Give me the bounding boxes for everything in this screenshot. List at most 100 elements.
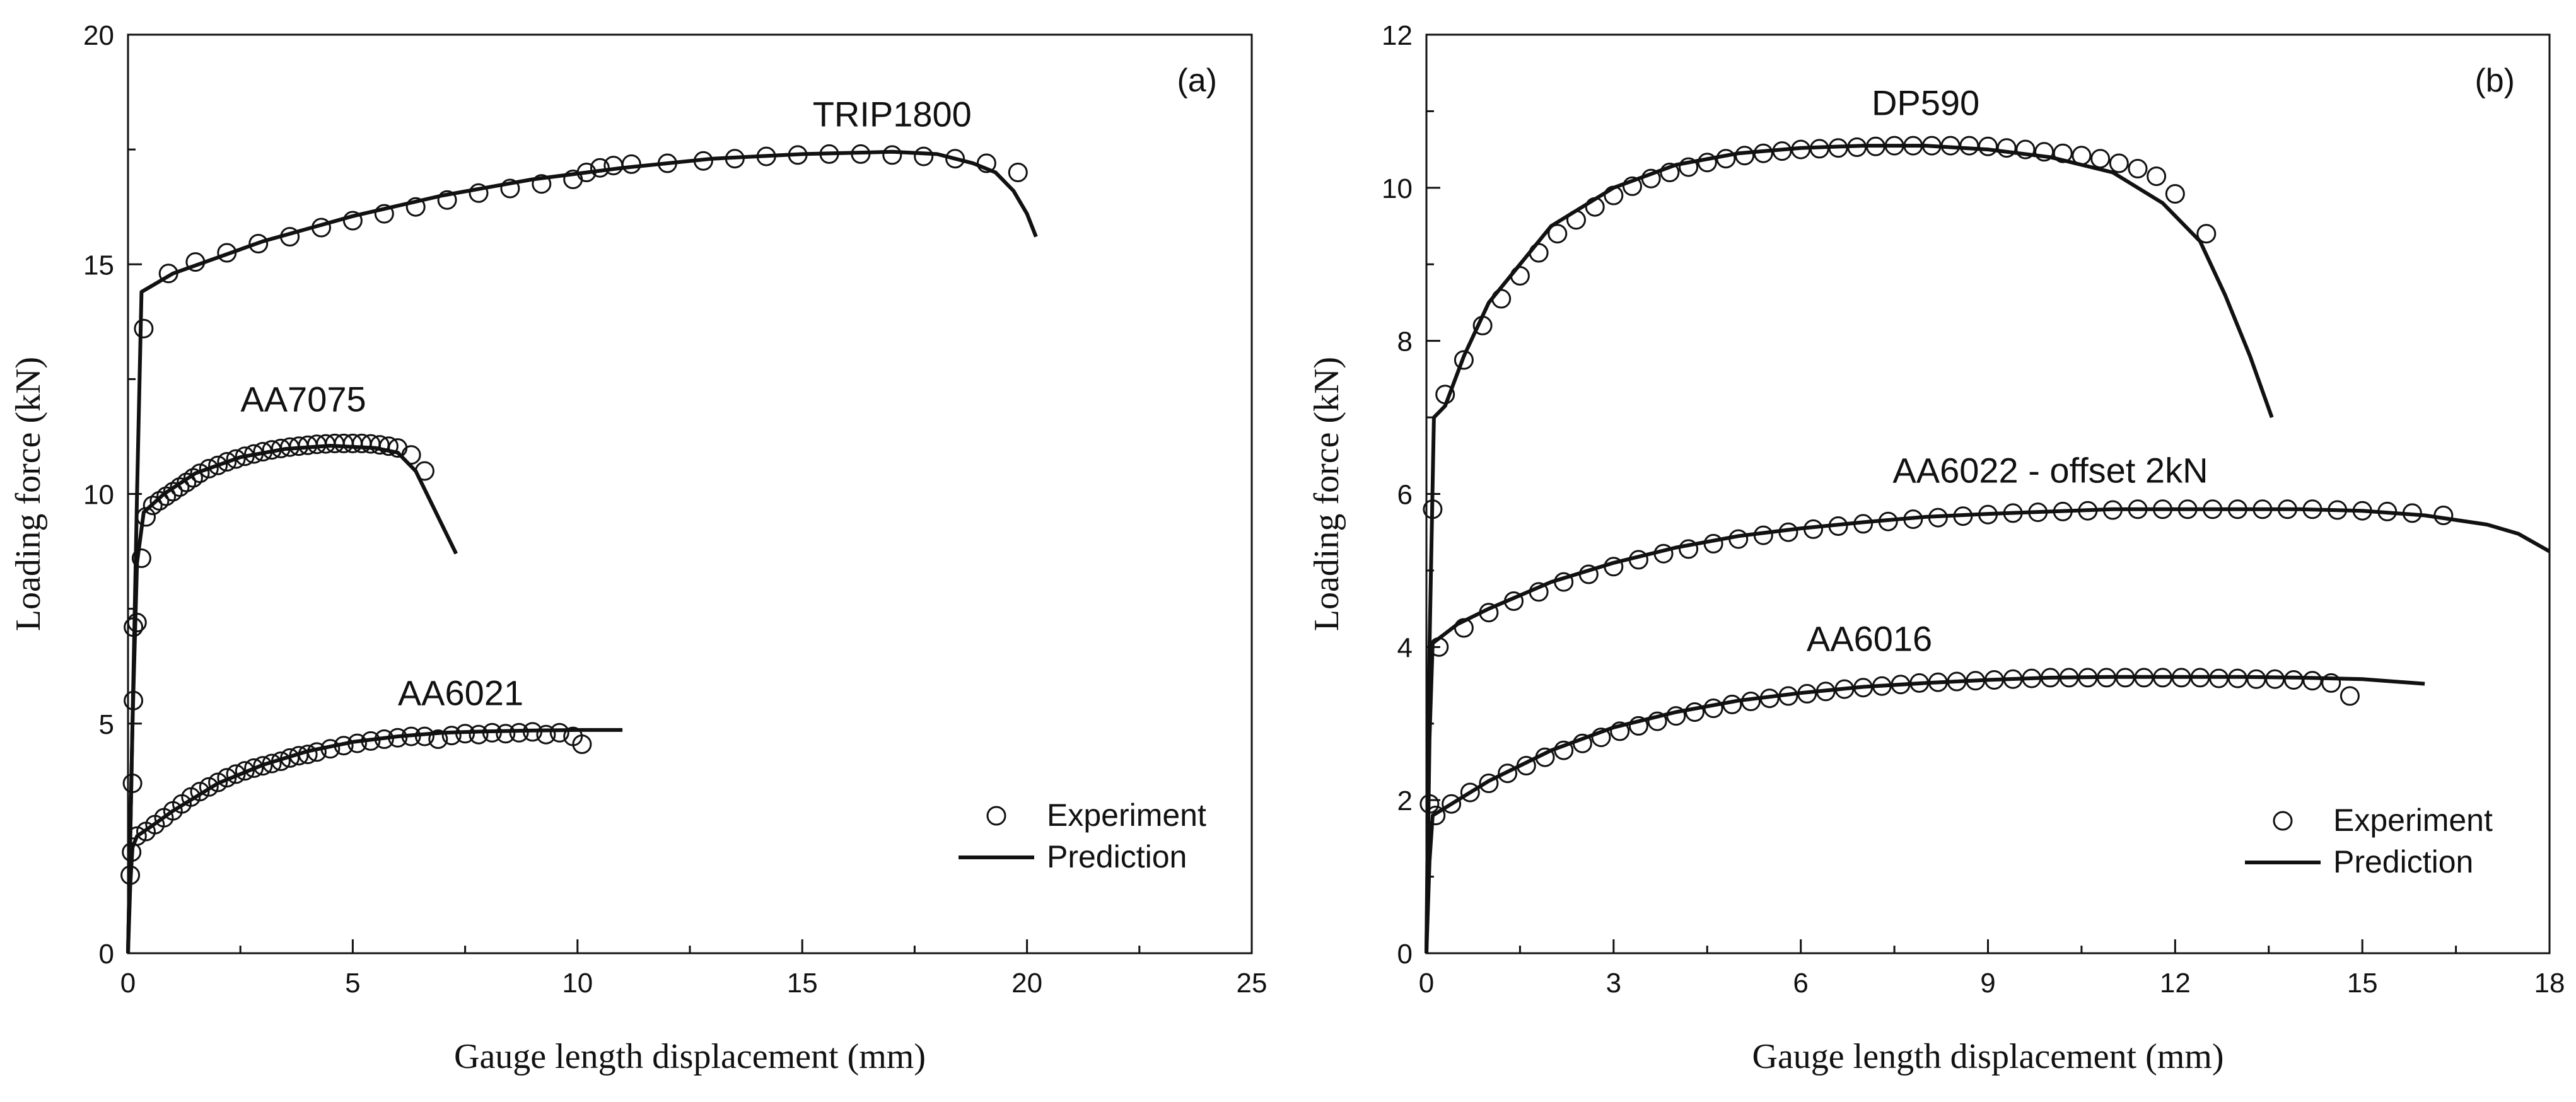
experiment-point (469, 724, 489, 745)
experiment-point (388, 728, 408, 748)
experiment-point (2134, 668, 2154, 688)
experiment-point (1610, 721, 1630, 741)
experiment-point (819, 144, 839, 164)
experiment-point (1472, 315, 1493, 335)
y-tick-label: 0 (1397, 939, 1413, 970)
prediction-line (1425, 144, 2274, 954)
experiment-point (2209, 668, 2229, 688)
experiment-point (2022, 668, 2042, 688)
experiment-point (1423, 499, 1443, 519)
experiment-point (280, 227, 300, 246)
y-axis-title: Loading force (kN) (9, 357, 48, 631)
experiment-point (2377, 501, 2398, 521)
experiment-point (1578, 564, 1599, 584)
experiment-point (1426, 806, 1446, 825)
experiment-point (2328, 500, 2348, 520)
experiment-point (1928, 508, 1948, 528)
experiment-point (1679, 157, 1699, 177)
y-tick-label: 5 (99, 709, 114, 740)
experiment-point (226, 764, 246, 784)
experiment-point (122, 774, 143, 793)
y-tick-label: 15 (83, 250, 114, 281)
experiment-point (2340, 686, 2360, 706)
panel-label: (b) (2474, 62, 2515, 99)
experiment-point (1504, 591, 1524, 611)
experiment-point (1647, 711, 1667, 731)
experiment-point (185, 252, 206, 272)
experiment-point (342, 211, 363, 231)
experiment-point (1547, 224, 1568, 244)
x-tick-label: 10 (562, 968, 593, 999)
experiment-point (851, 144, 871, 164)
experiment-point (2352, 501, 2372, 521)
series-aa7075: AA7075 (124, 379, 458, 954)
experiment-point (1429, 637, 1449, 657)
experiment-point (2034, 142, 2054, 162)
experiment-point (1735, 146, 1755, 166)
experiment-point (2040, 668, 2060, 688)
series-aa6016: AA6016 (1419, 618, 2425, 954)
experiment-point (455, 724, 475, 744)
experiment-point (226, 449, 246, 469)
x-tick-label: 0 (120, 968, 136, 999)
series-label: TRIP1800 (813, 95, 972, 134)
experiment-point (914, 146, 934, 166)
experiment-point (2203, 499, 2223, 519)
experiment-point (2153, 499, 2172, 519)
experiment-point (127, 826, 147, 846)
x-tick-label: 12 (2160, 968, 2191, 999)
prediction-line (1425, 507, 2551, 954)
experiment-point (1535, 747, 1555, 767)
experiment-point (1791, 139, 1811, 160)
experiment-point (2246, 669, 2266, 689)
experiment-point (500, 178, 520, 199)
experiment-point (1828, 516, 1848, 536)
experiment-point (2302, 499, 2322, 519)
experiment-point (2321, 673, 2341, 693)
y-tick-label: 20 (83, 20, 114, 51)
experiment-point (2177, 499, 2198, 519)
experiment-point (1716, 149, 1736, 169)
prediction-line (126, 728, 623, 954)
experiment-point (576, 163, 597, 182)
experiment-point (1529, 582, 1549, 602)
experiment-point (1479, 603, 1499, 623)
experiment-point (2165, 184, 2185, 204)
experiment-point (441, 726, 462, 746)
experiment-point (1853, 514, 1874, 534)
experiment-point (621, 154, 641, 174)
experiment-point (248, 234, 269, 253)
experiment-point (158, 264, 178, 284)
experiment-point (312, 218, 331, 238)
experiment-point (2128, 499, 2148, 519)
experiment-point (536, 724, 556, 745)
experiment-point (1666, 706, 1686, 726)
experiment-point (190, 463, 210, 484)
experiment-point (1566, 210, 1586, 230)
y-tick-label: 0 (99, 939, 114, 970)
x-tick-label: 25 (1237, 968, 1268, 999)
experiment-point (2283, 670, 2304, 690)
experiment-point (124, 690, 144, 710)
experiment-point (725, 149, 745, 169)
series-label: AA7075 (240, 379, 366, 419)
experiment-point (217, 452, 237, 472)
x-tick-label: 5 (345, 968, 360, 999)
experiment-point (1984, 670, 2004, 690)
experiment-point (1940, 136, 1961, 156)
experiment-point (590, 158, 610, 178)
experiment-point (1641, 168, 1661, 188)
experiment-point (788, 145, 808, 165)
experiment-point (2015, 139, 2036, 160)
y-tick-label: 6 (1397, 480, 1413, 511)
experiment-point (2147, 166, 2167, 187)
y-tick-label: 2 (1397, 786, 1413, 816)
experiment-point (253, 756, 273, 776)
series-label: AA6022 - offset 2kN (1892, 450, 2208, 490)
experiment-point (2102, 500, 2123, 520)
experiment-point (1460, 782, 1480, 803)
experiment-point (1959, 136, 1979, 156)
experiment-point (2265, 669, 2285, 689)
legend-label-prediction: Prediction (2333, 844, 2473, 879)
experiment-point (414, 461, 434, 481)
